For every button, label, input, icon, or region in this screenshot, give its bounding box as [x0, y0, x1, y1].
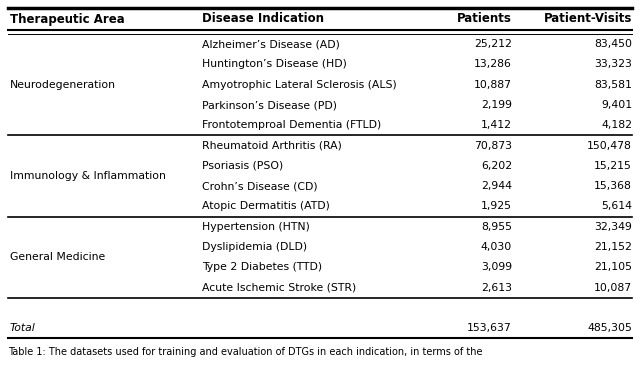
- Text: 83,450: 83,450: [594, 39, 632, 49]
- Text: 83,581: 83,581: [594, 80, 632, 90]
- Text: 13,286: 13,286: [474, 59, 512, 69]
- Text: 15,368: 15,368: [594, 181, 632, 191]
- Text: Crohn’s Disease (CD): Crohn’s Disease (CD): [202, 181, 317, 191]
- Text: 9,401: 9,401: [601, 100, 632, 110]
- Text: 33,323: 33,323: [594, 59, 632, 69]
- Text: 15,215: 15,215: [594, 161, 632, 171]
- Text: Rheumatoid Arthritis (RA): Rheumatoid Arthritis (RA): [202, 141, 342, 151]
- Text: Table 1: The datasets used for training and evaluation of DTGs in each indicatio: Table 1: The datasets used for training …: [8, 347, 483, 357]
- Text: Therapeutic Area: Therapeutic Area: [10, 13, 125, 26]
- Text: Patient-Visits: Patient-Visits: [543, 13, 632, 26]
- Text: Frontotemproal Dementia (FTLD): Frontotemproal Dementia (FTLD): [202, 120, 381, 130]
- Text: 6,202: 6,202: [481, 161, 512, 171]
- Text: Alzheimer’s Disease (AD): Alzheimer’s Disease (AD): [202, 39, 340, 49]
- Text: Neurodegeneration: Neurodegeneration: [10, 80, 116, 90]
- Text: Parkinson’s Disease (PD): Parkinson’s Disease (PD): [202, 100, 337, 110]
- Text: Huntington’s Disease (HD): Huntington’s Disease (HD): [202, 59, 347, 69]
- Text: Type 2 Diabetes (TTD): Type 2 Diabetes (TTD): [202, 262, 322, 272]
- Text: Patients: Patients: [457, 13, 512, 26]
- Text: Immunology & Inflammation: Immunology & Inflammation: [10, 171, 166, 181]
- Text: Dyslipidemia (DLD): Dyslipidemia (DLD): [202, 242, 307, 252]
- Text: Amyotrophic Lateral Sclerosis (ALS): Amyotrophic Lateral Sclerosis (ALS): [202, 80, 397, 90]
- Text: Atopic Dermatitis (ATD): Atopic Dermatitis (ATD): [202, 201, 330, 211]
- Text: General Medicine: General Medicine: [10, 252, 105, 262]
- Text: 150,478: 150,478: [587, 141, 632, 151]
- Text: Acute Ischemic Stroke (STR): Acute Ischemic Stroke (STR): [202, 283, 356, 293]
- Text: 485,305: 485,305: [587, 323, 632, 333]
- Text: 21,105: 21,105: [594, 262, 632, 272]
- Text: Disease Indication: Disease Indication: [202, 13, 324, 26]
- Text: 21,152: 21,152: [594, 242, 632, 252]
- Text: 10,087: 10,087: [594, 283, 632, 293]
- Text: 1,412: 1,412: [481, 120, 512, 130]
- Text: 10,887: 10,887: [474, 80, 512, 90]
- Text: 4,030: 4,030: [481, 242, 512, 252]
- Text: 5,614: 5,614: [601, 201, 632, 211]
- Text: 25,212: 25,212: [474, 39, 512, 49]
- Text: 4,182: 4,182: [601, 120, 632, 130]
- Text: 1,925: 1,925: [481, 201, 512, 211]
- Text: 32,349: 32,349: [594, 222, 632, 232]
- Text: 70,873: 70,873: [474, 141, 512, 151]
- Text: 2,199: 2,199: [481, 100, 512, 110]
- Text: 153,637: 153,637: [467, 323, 512, 333]
- Text: Total: Total: [10, 323, 36, 333]
- Text: 2,944: 2,944: [481, 181, 512, 191]
- Text: 2,613: 2,613: [481, 283, 512, 293]
- Text: 8,955: 8,955: [481, 222, 512, 232]
- Text: Hypertension (HTN): Hypertension (HTN): [202, 222, 310, 232]
- Text: Psoriasis (PSO): Psoriasis (PSO): [202, 161, 284, 171]
- Text: 3,099: 3,099: [481, 262, 512, 272]
